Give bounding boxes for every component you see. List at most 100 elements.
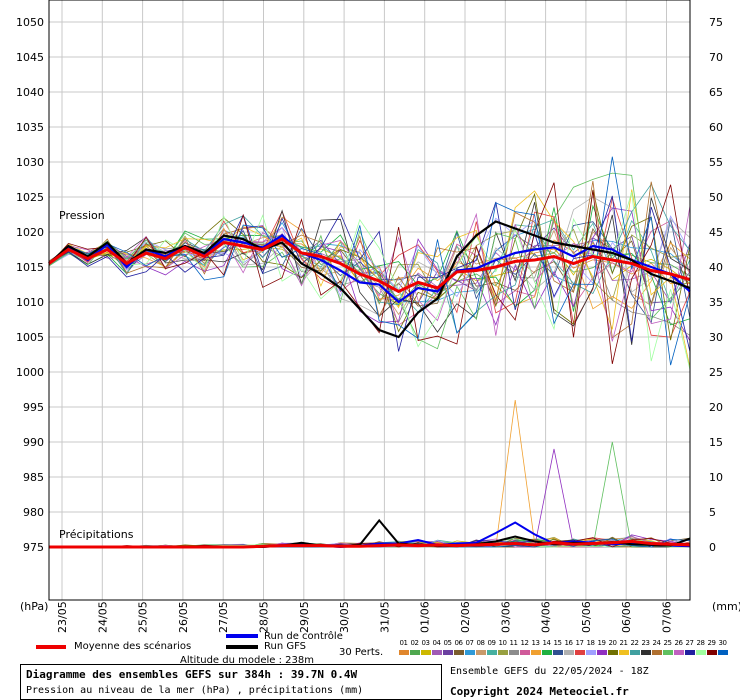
pert-color-swatch <box>630 650 640 655</box>
chart-title: Diagramme des ensembles GEFS sur 384h : … <box>26 668 358 681</box>
pert-number-label: 07 <box>465 639 474 647</box>
date-tick-label: 31/05 <box>378 601 391 633</box>
pert-color-swatch <box>542 650 552 655</box>
date-tick-label: 24/05 <box>96 601 109 633</box>
pert-number-label: 23 <box>641 639 650 647</box>
pressure-annotation: Pression <box>59 209 105 222</box>
precip-tick-label: 0 <box>709 541 716 554</box>
pert-number-label: 03 <box>421 639 430 647</box>
pressure-tick-label: 975 <box>23 541 44 554</box>
title-box <box>20 664 442 700</box>
perturbation-pressure-line <box>48 183 691 334</box>
pert-color-swatch <box>498 650 508 655</box>
pert-number-label: 15 <box>553 639 562 647</box>
pressure-tick-label: 1030 <box>16 156 44 169</box>
pert-number-label: 04 <box>432 639 441 647</box>
date-tick-label: 30/05 <box>338 601 351 633</box>
perturbation-pressure-line <box>48 195 691 352</box>
pert-color-swatch <box>520 650 530 655</box>
pert-number-label: 16 <box>564 639 573 647</box>
pressure-tick-label: 1005 <box>16 331 44 344</box>
pert-color-swatch <box>696 650 706 655</box>
pert-color-swatch <box>674 650 684 655</box>
perturbation-pressure-line <box>48 156 691 366</box>
pert-number-label: 26 <box>674 639 683 647</box>
date-axis-ticks: 23/05 24/05 25/05 26/05 27/05 28/05 29/05 30/05… <box>56 601 674 633</box>
precip-tick-label: 30 <box>709 331 723 344</box>
pert-number-label: 28 <box>696 639 705 647</box>
pert-color-swatch <box>718 650 728 655</box>
gfs-pressure-line <box>48 220 691 339</box>
pert-color-swatch <box>531 650 541 655</box>
pert-number-label: 20 <box>608 639 617 647</box>
pert-color-swatch <box>432 650 442 655</box>
pert-color-swatch <box>487 650 497 655</box>
precip-tick-label: 45 <box>709 226 723 239</box>
date-tick-label: 26/05 <box>177 601 190 633</box>
right-axis-unit: (mm) <box>712 600 740 613</box>
pert-color-swatch <box>663 650 673 655</box>
pert-number-label: 25 <box>663 639 672 647</box>
chart-subtitle: Pression au niveau de la mer (hPa) , pré… <box>26 685 364 696</box>
pressure-tick-label: 990 <box>23 436 44 449</box>
pert-number-label: 01 <box>399 639 408 647</box>
control-pressure-line <box>48 234 691 304</box>
pert-number-label: 24 <box>652 639 661 647</box>
pressure-tick-label: 1040 <box>16 86 44 99</box>
pert-number-label: 29 <box>707 639 716 647</box>
precip-tick-label: 15 <box>709 436 723 449</box>
left-axis-unit: (hPa) <box>20 600 48 613</box>
pert-color-swatch <box>476 650 486 655</box>
pert-number-label: 09 <box>487 639 496 647</box>
pert-number-label: 11 <box>509 639 518 647</box>
plot-frame <box>48 0 691 601</box>
date-tick-label: 05/06 <box>580 601 593 633</box>
pert-number-label: 08 <box>476 639 485 647</box>
precip-annotation: Précipitations <box>59 528 134 541</box>
pert-color-swatch <box>652 650 662 655</box>
pert-number-label: 06 <box>454 639 463 647</box>
precip-tick-label: 60 <box>709 121 723 134</box>
pert-color-swatch <box>619 650 629 655</box>
pert-color-swatch <box>641 650 651 655</box>
pressure-tick-label: 1045 <box>16 51 44 64</box>
pressure-tick-label: 1035 <box>16 121 44 134</box>
pert-color-swatch <box>564 650 574 655</box>
legend-gfs-swatch <box>226 645 258 649</box>
pressure-tick-label: 1020 <box>16 226 44 239</box>
pert-number-label: 14 <box>542 639 551 647</box>
pert-number-label: 17 <box>575 639 584 647</box>
date-tick-label: 07/06 <box>661 601 674 633</box>
pert-color-swatch <box>421 650 431 655</box>
pressure-tick-label: 1050 <box>16 16 44 29</box>
pert-number-label: 02 <box>410 639 419 647</box>
pert-color-swatch <box>608 650 618 655</box>
pert-color-swatch <box>586 650 596 655</box>
pressure-tick-label: 980 <box>23 506 44 519</box>
copyright-notice: Copyright 2024 Meteociel.fr <box>450 685 629 698</box>
pressure-tick-label: 1015 <box>16 261 44 274</box>
pert-color-swatch <box>410 650 420 655</box>
legend-gfs-label: Run GFS <box>264 641 307 652</box>
model-altitude: Altitude du modele : 238m <box>180 655 314 666</box>
precip-tick-label: 40 <box>709 261 723 274</box>
date-tick-label: 25/05 <box>137 601 150 633</box>
pert-color-swatch <box>465 650 475 655</box>
pressure-tick-label: 985 <box>23 471 44 484</box>
pert-number-label: 05 <box>443 639 452 647</box>
date-tick-label: 29/05 <box>298 601 311 633</box>
precip-tick-label: 70 <box>709 51 723 64</box>
pert-color-swatch <box>399 650 409 655</box>
date-tick-label: 23/05 <box>56 601 69 633</box>
precip-tick-label: 35 <box>709 296 723 309</box>
pert-number-label: 10 <box>498 639 507 647</box>
precip-tick-label: 55 <box>709 156 723 169</box>
pert-color-swatch <box>707 650 717 655</box>
precip-tick-label: 5 <box>709 506 716 519</box>
pert-number-label: 18 <box>586 639 595 647</box>
ensemble-run-date: Ensemble GEFS du 22/05/2024 - 18Z <box>450 666 649 677</box>
legend-control-swatch <box>226 634 258 638</box>
legend-mean-label: Moyenne des scénarios <box>74 641 192 652</box>
precip-tick-label: 25 <box>709 366 723 379</box>
date-tick-label: 27/05 <box>217 601 230 633</box>
